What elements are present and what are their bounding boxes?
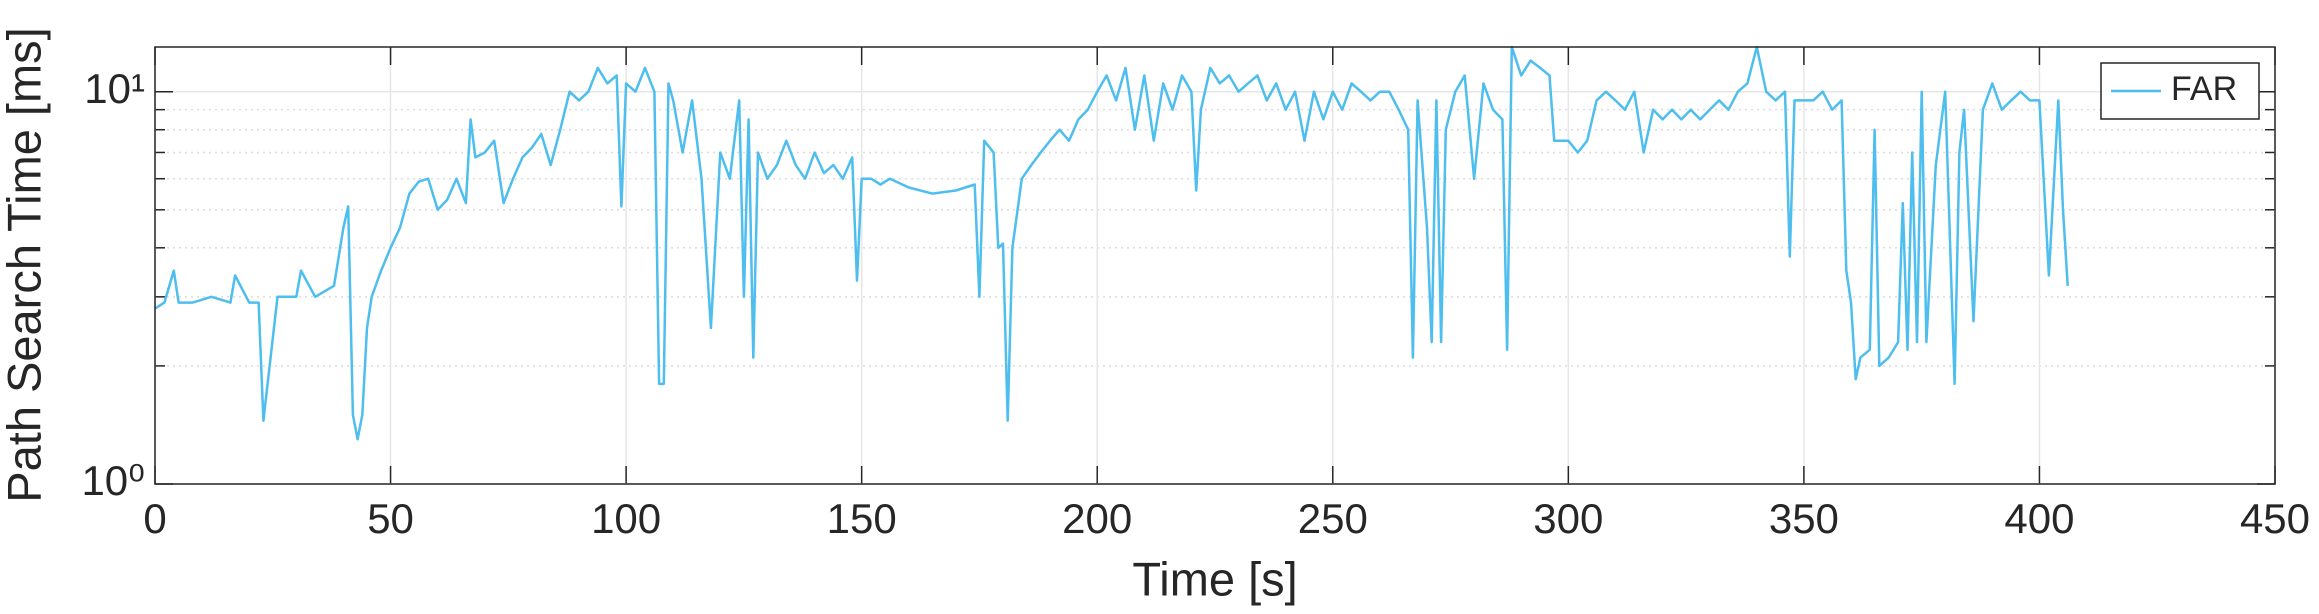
x-tick-label: 150 [827, 495, 897, 542]
x-tick-label: 100 [591, 495, 661, 542]
y-tick-label: 10⁰ [81, 457, 145, 504]
x-tick-label: 250 [1298, 495, 1368, 542]
x-tick-label: 300 [1533, 495, 1603, 542]
y-axis-label: Path Search Time [ms] [0, 27, 50, 502]
x-tick-label: 350 [1769, 495, 1839, 542]
x-tick-label: 0 [143, 495, 166, 542]
x-tick-label: 400 [2004, 495, 2074, 542]
y-tick-label: 10¹ [84, 65, 145, 112]
x-tick-label: 50 [367, 495, 414, 542]
axes-box [154, 46, 2276, 485]
legend-label: FAR [2171, 70, 2237, 108]
data-line [154, 45, 2069, 441]
x-tick-label: 200 [1062, 495, 1132, 542]
x-axis-label: Time [s] [1132, 552, 1297, 605]
x-tick-label: 450 [2240, 495, 2310, 542]
